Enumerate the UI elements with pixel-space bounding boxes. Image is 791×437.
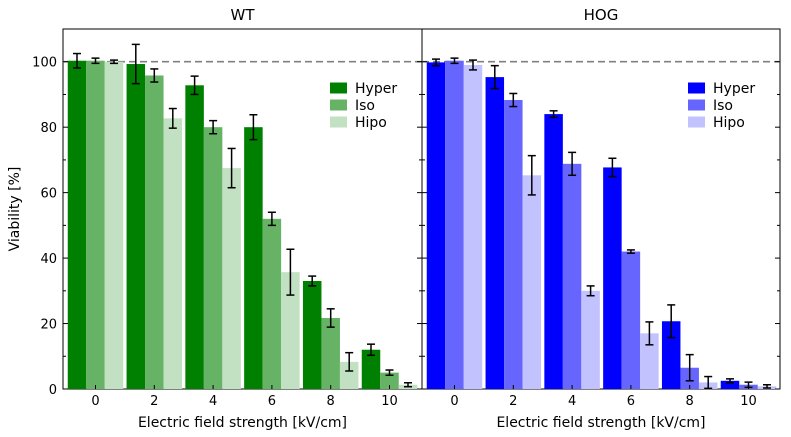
legend-label-0-1: Iso [355,98,375,114]
legend-swatch-0-1 [330,99,347,111]
ytick-label-0-5: 100 [32,56,57,71]
bar-0-2-2 [222,168,241,389]
bar-0-0-5 [361,349,381,389]
legend-swatch-1-1 [688,99,705,111]
panel-1-frame [421,28,781,390]
bar-1-0-3 [603,167,622,389]
bar-0-0-2 [185,85,204,390]
bar-0-1-1 [145,75,164,390]
bar-0-0-3 [244,127,263,389]
bar-1-2-3 [640,333,659,389]
panel-0-title: WT [231,6,256,24]
bar-0-1-4 [321,317,340,389]
bar-1-1-3 [621,251,641,389]
bar-0-0-0 [67,60,87,389]
bar-1-1-1 [504,100,523,389]
legend-swatch-1-0 [688,82,705,94]
xtick-label-1-4: 8 [686,394,694,409]
bar-0-2-4 [339,361,359,389]
bar-1-0-5 [720,380,740,389]
bar-0-1-3 [262,218,282,389]
bar-0-0-1 [126,64,146,389]
bar-1-2-2 [581,290,600,389]
legend-label-1-2: Hipo [713,115,745,131]
ytick-label-0-0: 0 [49,383,57,398]
xtick-label-0-1: 2 [150,394,158,409]
bar-1-2-0 [463,65,483,389]
xtick-label-0-5: 10 [381,394,398,409]
bar-1-0-2 [544,114,563,389]
bar-0-0-4 [302,281,322,389]
ytick-label-0-1: 20 [40,318,57,333]
bar-0-1-2 [203,127,223,389]
panel-0-xlabel: Electric field strength [kV/cm] [138,415,347,431]
legend-label-0-2: Hipo [355,115,387,131]
xtick-label-0-0: 0 [91,394,99,409]
panel-1-xlabel: Electric field strength [kV/cm] [496,415,705,431]
legend-label-0-0: Hyper [355,81,397,97]
bar-1-1-0 [445,60,464,389]
xtick-label-1-0: 0 [450,394,458,409]
legend-swatch-0-2 [330,116,347,128]
ytick-label-0-3: 60 [40,187,57,202]
legend-swatch-1-2 [688,116,705,128]
xtick-label-1-3: 6 [627,394,635,409]
bar-0-2-3 [281,272,300,389]
xtick-label-0-2: 4 [209,394,217,409]
panel-1-title: HOG [584,6,619,24]
bar-1-0-4 [661,321,681,389]
xtick-label-0-3: 6 [268,394,276,409]
ytick-label-0-2: 40 [40,252,57,267]
bar-0-2-0 [104,61,124,390]
bar-0-1-5 [380,372,399,389]
xtick-label-1-1: 2 [509,394,517,409]
bar-0-2-1 [163,118,183,389]
ytick-label-0-4: 80 [40,121,57,136]
xtick-label-1-5: 10 [740,394,757,409]
legend-label-1-0: Hyper [713,81,755,97]
legend-label-1-1: Iso [713,98,733,114]
panel-0-ylabel: Viability [%] [7,167,23,252]
bar-0-1-0 [86,60,105,389]
xtick-label-1-2: 4 [568,394,576,409]
bar-1-2-1 [522,175,542,389]
bar-1-0-0 [426,62,446,390]
xtick-label-0-4: 8 [327,394,335,409]
bar-1-0-1 [485,77,505,389]
bar-1-1-2 [562,163,582,389]
legend-swatch-0-0 [330,82,347,94]
